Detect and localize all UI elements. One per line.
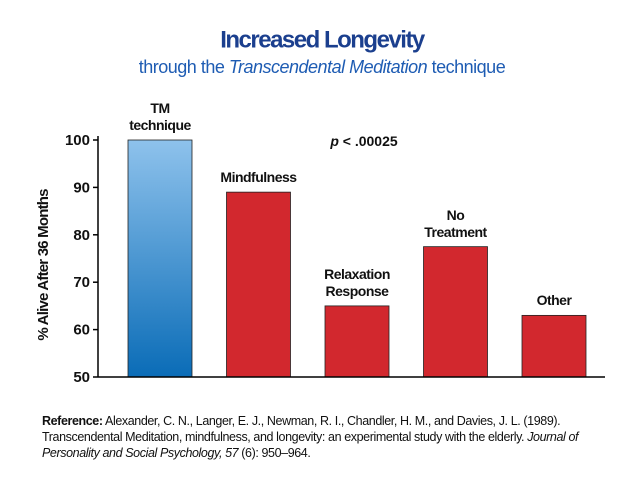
chart-subtitle: through the Transcendental Meditation te… [139, 57, 506, 77]
category-label: TM technique [129, 100, 191, 133]
bar [324, 305, 390, 378]
subtitle-part: through the [139, 57, 229, 77]
bar [127, 139, 193, 378]
reference-part: (6): 950–964. [238, 446, 311, 460]
y-tick-label: 60 [73, 322, 90, 339]
annotation-part: p [329, 133, 339, 149]
reference-part: Reference: [42, 414, 103, 428]
chart-title: Increased Longevity [220, 26, 426, 53]
reference-part: Alexander, C. N., Langer, E. J., Newman,… [42, 414, 561, 444]
y-tick-label: 90 [73, 179, 90, 196]
reference-part: Journal of Personality and Social Psycho… [42, 430, 579, 460]
subtitle-part: Transcendental Meditation [229, 57, 428, 77]
y-axis-label: % Alive After 36 Months [35, 189, 52, 341]
category-label: Mindfulness [220, 169, 297, 186]
bar [423, 246, 488, 378]
bar [226, 191, 291, 378]
y-tick-label: 80 [73, 227, 90, 244]
category-label: Other [536, 292, 572, 309]
bar [521, 314, 587, 378]
annotation: p < .00025 [329, 133, 398, 149]
y-tick-label: 50 [73, 369, 90, 386]
reference: Reference: Alexander, C. N., Langer, E. … [42, 413, 602, 461]
y-tick-label: 70 [73, 274, 90, 291]
category-label: No Treatment [424, 206, 487, 240]
category-label: Relaxation Response [324, 265, 390, 299]
annotation-part: < .00025 [339, 133, 398, 149]
y-tick-label: 100 [65, 132, 90, 149]
subtitle-part: technique [427, 57, 506, 77]
